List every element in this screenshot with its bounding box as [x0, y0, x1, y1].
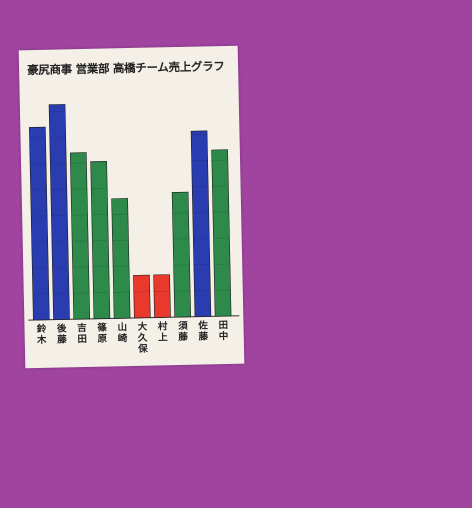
tick-label-1: 鈴木 [36, 323, 47, 346]
sales-chart-poster: 豪尻商事 営業部 高橋チーム売上グラフ 鈴木 後藤 吉田 篠原 山崎 大久保 村上 須藤 佐藤田… [18, 45, 245, 369]
bar-10 [211, 149, 232, 317]
tick-label-4: 篠原 [97, 322, 107, 345]
bar-7 [153, 274, 171, 318]
bar-6 [133, 274, 151, 319]
tick-label-8: 須藤 [177, 320, 188, 343]
bar-5 [111, 198, 131, 319]
tick-label-7: 村上 [158, 320, 168, 343]
bar-3 [69, 152, 91, 320]
tick-label-3: 吉田 [77, 322, 87, 345]
bar-2 [48, 104, 70, 320]
tick-label-6: 大久保 [137, 321, 149, 355]
bar-4 [90, 161, 111, 320]
tick-label-10: 田中 [218, 320, 228, 342]
bar-9 [190, 130, 212, 318]
bar-8 [171, 191, 192, 318]
bar-1 [29, 126, 50, 321]
tick-label-2: 後藤 [57, 322, 67, 345]
tick-label-5: 山崎 [117, 321, 127, 344]
tick-label-9: 佐藤 [197, 319, 208, 342]
